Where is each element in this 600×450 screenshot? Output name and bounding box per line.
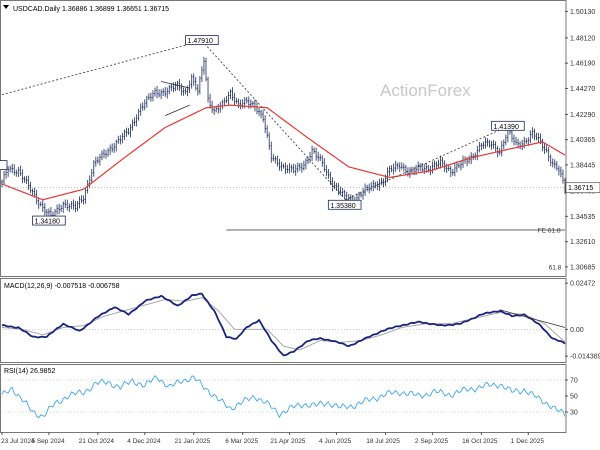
x-tick-label: 21 Jan 2025 — [174, 438, 210, 445]
rsi-header: RSI(14) 26.9852 — [4, 368, 55, 375]
price-trendline — [1, 40, 203, 96]
price-annotation-box-cropped — [0, 160, 8, 171]
rsi-y-tick-label: 50 — [570, 394, 578, 401]
x-tick-label: 2 Sep 2025 — [415, 438, 449, 445]
price-y-tick-label: 1.30685 — [570, 264, 595, 271]
rsi-line — [1, 375, 566, 419]
price-trendline — [161, 81, 190, 89]
price-y-tick-label: 1.34535 — [570, 214, 595, 221]
x-tick-label: 18 Jul 2025 — [366, 438, 400, 445]
rsi-y-tick-label: 30 — [570, 410, 578, 417]
x-tick-label: 5 Sep 2024 — [31, 438, 65, 445]
price-annotation-box — [32, 215, 66, 226]
macd-y-tick-label: 0.02472 — [570, 281, 595, 288]
x-tick-label: 1 Dec 2025 — [511, 438, 545, 445]
price-header: USDCAD.Daily 1.36886 1.36899 1.36651 1.3… — [13, 6, 169, 13]
price-sma-line — [1, 104, 566, 201]
price-annotation-box — [491, 120, 525, 131]
x-tick-label: 4 Dec 2024 — [127, 438, 161, 445]
macd-line — [1, 292, 566, 357]
macd-y-tick-label: 0.00 — [570, 327, 584, 334]
x-tick-label: 16 Oct 2025 — [462, 438, 498, 445]
current-price-box — [565, 182, 600, 194]
price-trendline — [165, 104, 190, 117]
x-tick-label: 21 Apr 2025 — [270, 438, 305, 445]
macd-signal-line — [1, 297, 566, 351]
macd-y-tick-label: -0.014389 — [570, 354, 600, 361]
price-annotation-box — [327, 199, 362, 210]
price-annotation-label: 1.35380 — [330, 203, 355, 210]
watermark: ActionForex — [380, 81, 471, 100]
price-annotation-label: 1.41390 — [494, 124, 519, 131]
price-annotation-label: 1.47910 — [188, 38, 213, 45]
price-annotation-label: 1.34180 — [35, 219, 60, 226]
price-annotation-box — [185, 35, 219, 46]
price-y-tick-label: 1.46190 — [570, 61, 595, 68]
macd-header: MACD(12,26,9) -0.007518 -0.006758 — [4, 283, 120, 290]
dropdown-arrow-icon — [3, 5, 9, 9]
x-tick-label: 21 Oct 2024 — [79, 438, 115, 445]
price-y-tick-label: 1.50130 — [570, 9, 595, 16]
fib-label: 61.8 — [549, 264, 562, 271]
fib-label: FE 61.8 — [538, 228, 561, 235]
price-y-tick-label: 1.42290 — [570, 112, 595, 119]
rsi-y-tick-label: 70 — [570, 378, 578, 385]
current-price-label: 1.36715 — [568, 185, 593, 192]
x-tick-label: 4 Jun 2025 — [319, 438, 352, 445]
x-tick-label: 23 Jul 2024 — [1, 438, 35, 445]
price-y-tick-label: 1.48120 — [570, 35, 595, 42]
rsi-panel-frame — [0, 364, 567, 433]
x-tick-label: 6 Mar 2025 — [225, 438, 258, 445]
price-y-tick-label: 1.38445 — [570, 162, 595, 169]
price-trendline — [201, 40, 354, 208]
price-y-tick-label: 1.40365 — [570, 137, 595, 144]
macd-panel-frame — [0, 278, 567, 363]
macd-trendline — [499, 309, 566, 328]
price-y-tick-label: 1.44270 — [570, 86, 595, 93]
price-panel-frame — [0, 0, 567, 277]
price-y-tick-label: 1.32610 — [570, 239, 595, 246]
